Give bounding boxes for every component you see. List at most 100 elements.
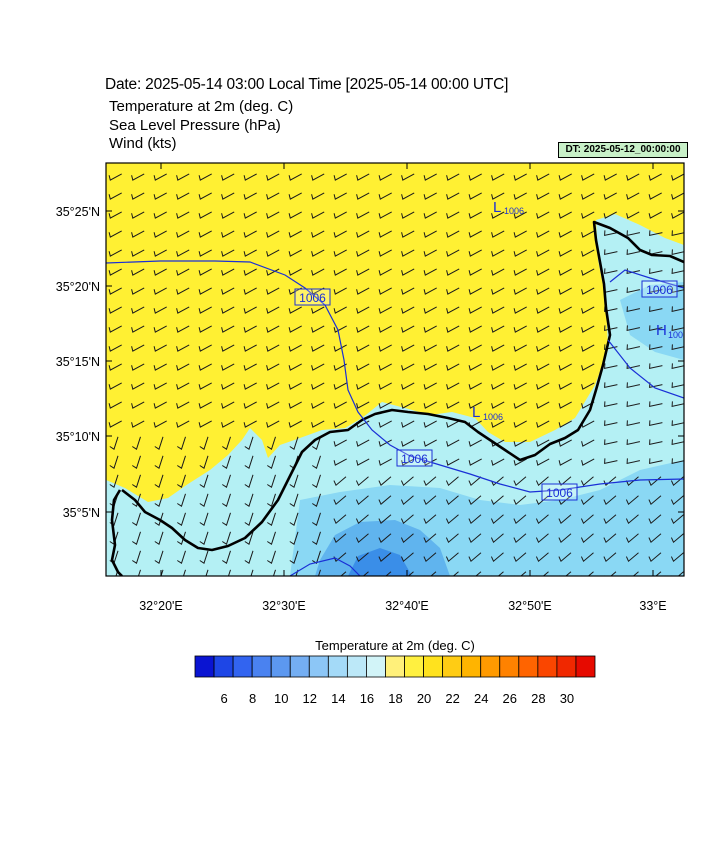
wind-barb [176,382,190,390]
wind-barb [603,192,617,200]
wind-barb [581,344,595,352]
wind-barb [243,401,257,409]
wind-barb [648,211,662,219]
wind-barb [423,476,437,487]
wind-barb [536,325,550,333]
wind-barb [131,382,145,390]
wind-barb [581,287,595,295]
wind-barb [423,401,437,409]
wind-barb [445,514,459,525]
wind-barb [153,192,167,200]
wind-barb [198,211,212,219]
wind-barb [378,439,392,447]
wind-barb [333,476,347,487]
wind-barb [491,230,505,238]
lat-label-3: 35°15'N [56,355,100,369]
wind-barb [536,306,550,314]
wind-barb [288,325,302,333]
wind-barb [243,268,257,276]
wind-barb [311,344,325,352]
wind-barb [132,474,141,488]
wind-barb [604,344,618,351]
wind-barb [221,344,235,352]
wind-barb [423,287,437,295]
wind-barb [108,268,122,276]
wind-barb [468,230,482,238]
wind-barb [490,571,504,576]
wind-barb [177,436,186,450]
wind-barb [581,382,595,390]
wind-barb [176,268,190,276]
wind-barb [198,344,212,352]
wind-barb [266,325,280,333]
wind-barb [333,230,347,238]
wind-barb [558,495,572,506]
colorbar-tick-label: 8 [249,691,256,706]
wind-barb [177,493,186,507]
wind-barb [401,268,415,276]
wind-barb [513,476,527,487]
wind-barb [558,325,572,333]
wind-barb [222,512,231,526]
svg-text:1006: 1006 [483,412,503,422]
wind-barb [604,458,618,465]
wind-barb [535,552,549,563]
wind-barb [311,363,325,371]
wind-barb [176,306,190,314]
wind-barb [267,531,276,545]
map-frame [105,162,685,577]
wind-barb [356,268,370,276]
wind-barb [131,287,145,295]
wind-barb [355,552,369,563]
wind-barb [580,533,594,544]
wind-barb [153,287,167,295]
wind-barb [513,344,527,352]
wind-barb [288,249,302,257]
wind-barb [468,571,482,576]
wind-barb [401,192,415,200]
wind-barb [333,306,347,314]
wind-barb [513,287,527,295]
wind-barb [446,325,460,333]
wind-barb [671,211,684,219]
wind-barb [558,401,572,409]
wind-barb [333,382,347,390]
wind-barb [558,533,572,544]
wind-barb [491,268,505,276]
wind-barb [132,455,141,469]
colorbar-tick-label: 22 [445,691,459,706]
wind-barb [603,211,617,219]
wind-barb [468,495,482,506]
wind-barb [378,192,392,200]
wind-barb [580,571,594,576]
wind-barb [356,325,370,333]
wind-barb [177,531,186,545]
wind-barb [648,571,662,576]
wind-barb [558,230,572,238]
wind-barb [312,550,321,564]
wind-barb [311,249,325,257]
wind-barb [513,363,527,371]
sea-south [106,214,684,576]
wind-barb [535,514,549,525]
wind-barb [604,420,618,427]
wind-barb [311,401,325,409]
wind-barb [243,173,257,181]
wind-barb [535,495,549,506]
wind-barb [604,325,618,332]
wind-barb [266,192,280,200]
wind-barb [109,436,119,450]
wind-barb [288,363,302,371]
wind-barb [176,230,190,238]
wind-barb [222,436,231,450]
wind-barb [177,474,186,488]
wind-barb [176,325,190,333]
wind-barb [198,401,212,409]
wind-barb [154,455,164,469]
wind-barb [649,230,663,237]
coastline [110,489,123,576]
colorbar-swatch [480,655,501,678]
wind-barb [513,439,527,447]
wind-barb [649,401,663,408]
wind-barb [378,325,392,333]
